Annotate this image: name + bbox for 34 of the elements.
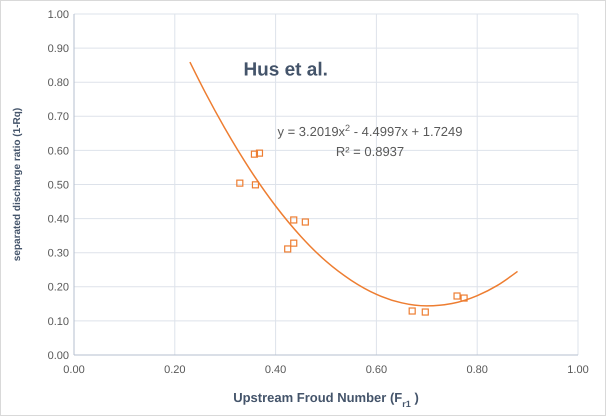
point: [290, 216, 298, 224]
point: [453, 292, 461, 300]
point: [460, 294, 468, 302]
x-axis-title: Upstream Froud Number (F$_{r1}$ ): [233, 390, 419, 409]
x-tick-label: 1.00: [567, 364, 589, 376]
point: [252, 181, 260, 188]
x-tick-label: 0.60: [366, 364, 388, 376]
y-tick-label: 0.50: [48, 179, 69, 192]
y-tick-label: 0.20: [48, 282, 69, 294]
x-tick-label: 0.00: [63, 364, 85, 376]
y-tick-label: 0.30: [48, 248, 69, 260]
x-tick-label: 0.80: [466, 364, 488, 376]
y-tick-label: 0.80: [48, 77, 69, 90]
point: [250, 150, 258, 158]
y-tick-label: 0.10: [48, 316, 69, 328]
point: [284, 245, 292, 253]
y-tick-label: 0.90: [48, 42, 69, 55]
x-tick-label: 0.20: [164, 364, 186, 376]
text: Hus et al.: [243, 59, 328, 80]
y-tick-label: 0.70: [48, 111, 69, 124]
y-axis-title: separated discharge ratio (1-Rq): [12, 108, 23, 262]
point: [236, 180, 244, 187]
annotation: y = 3.2019x$^{2}$ - 4.4997x + 1.7249: [277, 123, 463, 139]
point: [422, 308, 429, 316]
point: [290, 240, 298, 247]
annotation: R² = 0.8937: [336, 144, 404, 159]
x-tick-label: 0.40: [264, 364, 286, 376]
y-tick-label: 0.40: [48, 213, 69, 226]
point: [408, 307, 416, 315]
y-tick-label: 1.00: [48, 8, 69, 21]
point: [256, 150, 264, 157]
y-tick-label: 0.00: [48, 350, 69, 362]
point: [302, 218, 309, 226]
y-tick-label: 0.60: [48, 145, 69, 158]
